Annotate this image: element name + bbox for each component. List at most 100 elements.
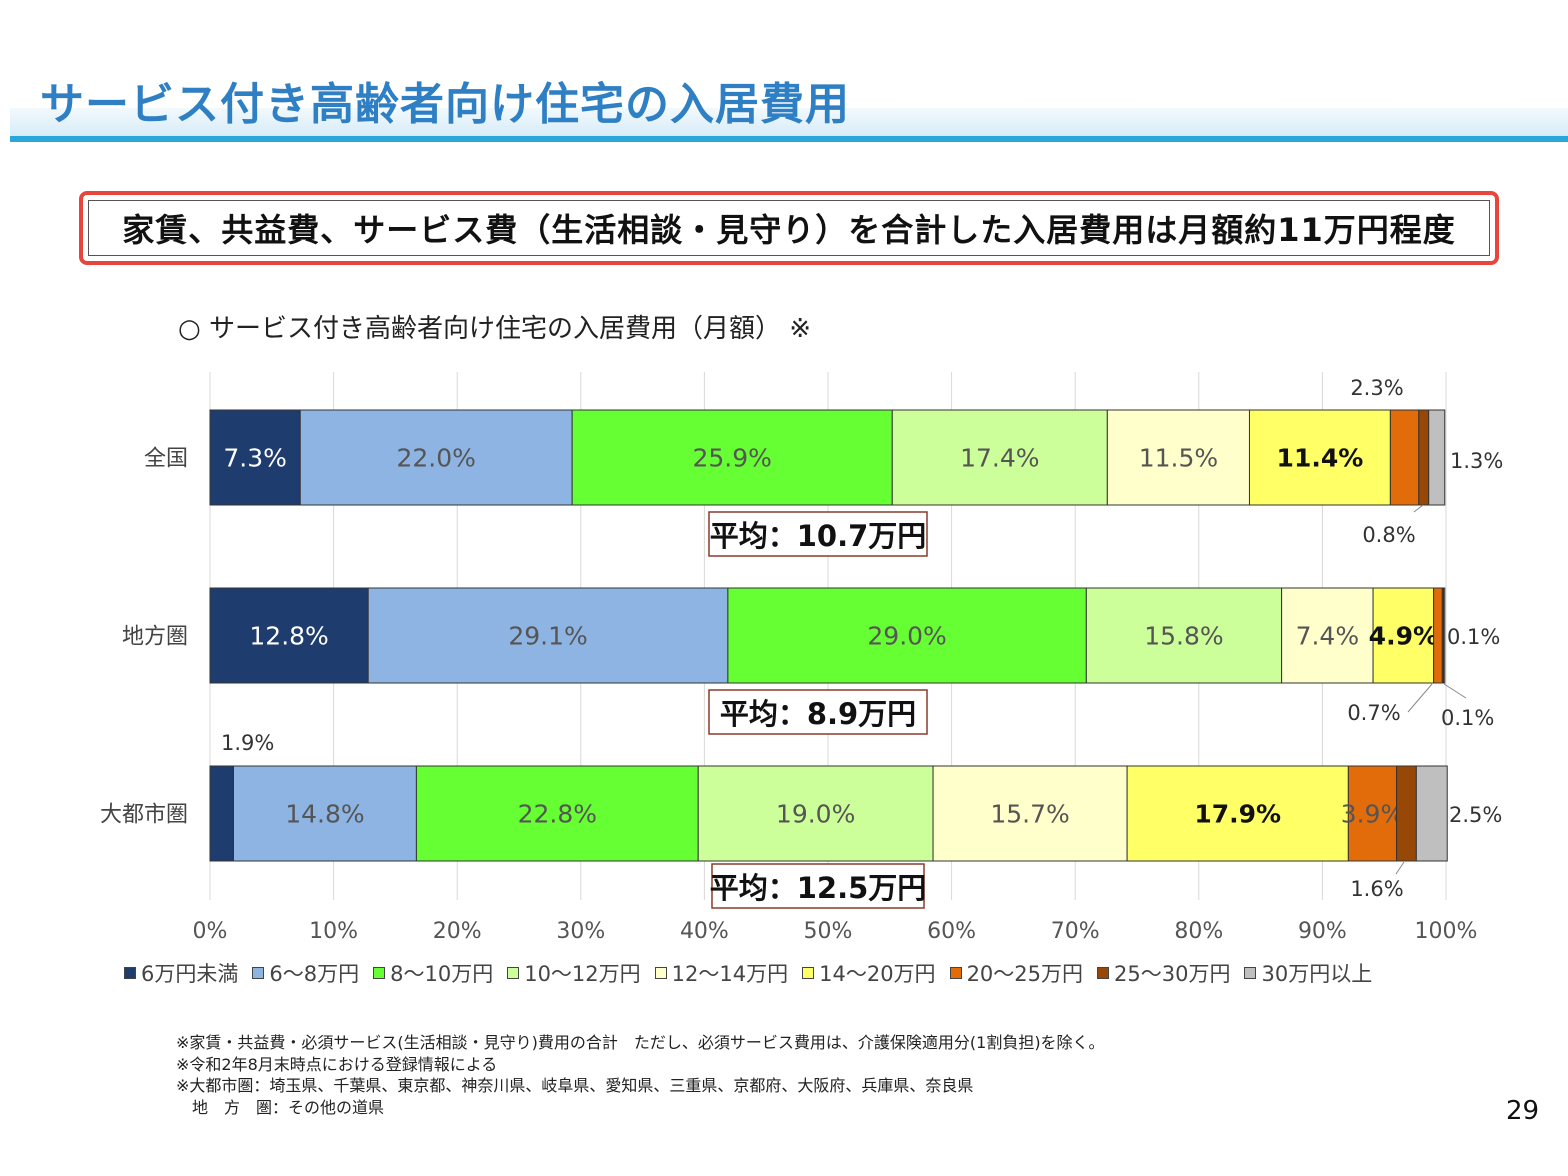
legend-label: 12～14万円 (671, 962, 789, 986)
bar-segment (1372, 587, 1435, 684)
data-label: 7.4% (1296, 622, 1360, 651)
data-label: 1.6% (1350, 877, 1403, 901)
data-label: 17.4% (960, 444, 1039, 473)
page-number: 29 (1506, 1096, 1540, 1126)
bar-segment (1248, 409, 1391, 506)
legend-item: 6万円未満 (124, 958, 238, 988)
bar-segment (932, 765, 1128, 862)
legend-label: 6万円未満 (141, 962, 239, 986)
bar-segment (1428, 409, 1446, 506)
average-box (708, 689, 928, 735)
data-label: 0.8% (1362, 523, 1415, 547)
category-label: 全国 (144, 447, 188, 472)
bar-segment (727, 587, 1087, 684)
category-label: 大都市圏 (100, 803, 188, 828)
data-label: 25.9% (692, 444, 771, 473)
bar-segment (1106, 409, 1250, 506)
data-label: 12.8% (249, 622, 328, 651)
bar-segment (1281, 587, 1374, 684)
data-label: 15.7% (990, 800, 1069, 829)
legend-item: 8～10万円 (373, 958, 493, 988)
x-tick-label: 0% (193, 919, 228, 944)
legend-label: 20～25万円 (966, 962, 1084, 986)
data-label: 7.3% (223, 444, 287, 473)
chart-legend: 6万円未満 6～8万円 8～10万円 10～12万円 12～14万円 14～20万円 20～… (124, 958, 1372, 988)
data-label: 3.9% (1341, 800, 1405, 829)
x-tick-label: 100% (1415, 919, 1478, 944)
legend-swatch (507, 967, 520, 979)
bar-segment (891, 409, 1108, 506)
x-tick-label: 90% (1298, 919, 1347, 944)
average-box (711, 863, 925, 909)
x-tick-label: 70% (1051, 919, 1100, 944)
header-rule (10, 136, 1568, 142)
legend-item: 30万円以上 (1244, 958, 1372, 988)
data-label: 22.8% (518, 800, 597, 829)
x-tick-label: 40% (680, 919, 729, 944)
data-label: 29.1% (508, 622, 587, 651)
legend-swatch (949, 967, 962, 979)
legend-swatch (802, 967, 815, 979)
x-tick-label: 20% (433, 919, 482, 944)
legend-item: 6～8万円 (252, 958, 359, 988)
footnote: ※大都市圏：埼玉県、千葉県、東京都、神奈川県、岐阜県、愛知県、三重県、京都府、大… (176, 1076, 974, 1095)
page-title: サービス付き高齢者向け住宅の入居費用 (40, 79, 850, 130)
data-label: 11.4% (1277, 444, 1364, 473)
data-label: 22.0% (396, 444, 475, 473)
bar-segment (299, 409, 573, 506)
legend-item: 20～25万円 (949, 958, 1084, 988)
legend-swatch (1244, 967, 1257, 979)
data-label: 0.1% (1441, 706, 1494, 730)
x-tick-label: 10% (309, 919, 358, 944)
data-label: 19.0% (776, 800, 855, 829)
summary-text: 家賃、共益費、サービス費（生活相談・見守り）を合計した入居費用は月額約11万円程… (122, 211, 1456, 249)
legend-item: 14～20万円 (802, 958, 936, 988)
bar-segment (1085, 587, 1283, 684)
bar-segment (209, 409, 301, 506)
legend-swatch (1097, 967, 1110, 979)
average-label: 平均：10.7万円 (710, 519, 927, 553)
legend-item: 25～30万円 (1097, 958, 1230, 988)
footnote: ※家賃・共益費・必須サービス(生活相談・見守り)費用の合計 ただし、必須サービス… (176, 1033, 1105, 1052)
bar-segment (1396, 765, 1417, 862)
legend-swatch (124, 967, 136, 979)
bar-segment (209, 587, 369, 684)
legend-label: 6～8万円 (269, 962, 360, 986)
x-tick-label: 80% (1174, 919, 1223, 944)
data-label: 14.8% (285, 800, 364, 829)
bar-segment (415, 765, 699, 862)
data-label: 29.0% (867, 622, 946, 651)
legend-label: 8～10万円 (390, 962, 494, 986)
bar-segment (1418, 409, 1430, 506)
legend-swatch (373, 967, 386, 979)
summary-inner-frame: 家賃、共益費、サービス費（生活相談・見守り）を合計した入居費用は月額約11万円程… (88, 200, 1490, 256)
data-label: 0.1% (1447, 625, 1500, 649)
legend-item: 10～12万円 (507, 958, 641, 988)
legend-label: 25～30万円 (1114, 962, 1231, 986)
legend-swatch (252, 967, 265, 979)
x-tick-label: 30% (556, 919, 605, 944)
bar-segment (1415, 765, 1448, 862)
chart-title: ○ サービス付き高齢者向け住宅の入居費用（月額） ※ (178, 314, 812, 344)
summary-box: 家賃、共益費、サービス費（生活相談・見守り）を合計した入居費用は月額約11万円程… (79, 191, 1499, 265)
legend-item: 12～14万円 (654, 958, 789, 988)
category-label: 地方圏 (122, 625, 188, 650)
data-label: 4.9% (1369, 622, 1438, 651)
x-tick-label: 60% (927, 919, 976, 944)
footnotes: ※家賃・共益費・必須サービス(生活相談・見守り)費用の合計 ただし、必須サービス… (176, 1032, 1105, 1118)
data-label: 2.3% (1350, 376, 1403, 400)
legend-label: 10～12万円 (524, 962, 641, 986)
bar-segment (1126, 765, 1349, 862)
leader-line (1407, 683, 1433, 713)
bar-segment (1347, 765, 1398, 862)
leader-line (1413, 504, 1424, 513)
leader-line (1443, 683, 1467, 699)
bar-segment (697, 765, 934, 862)
average-box (708, 511, 928, 557)
data-label: 2.5% (1449, 803, 1502, 827)
data-label: 15.8% (1144, 622, 1223, 651)
footnote: 地 方 圏：その他の道県 (176, 1097, 385, 1117)
data-label: 11.5% (1139, 444, 1218, 473)
data-label: 17.9% (1194, 800, 1281, 829)
